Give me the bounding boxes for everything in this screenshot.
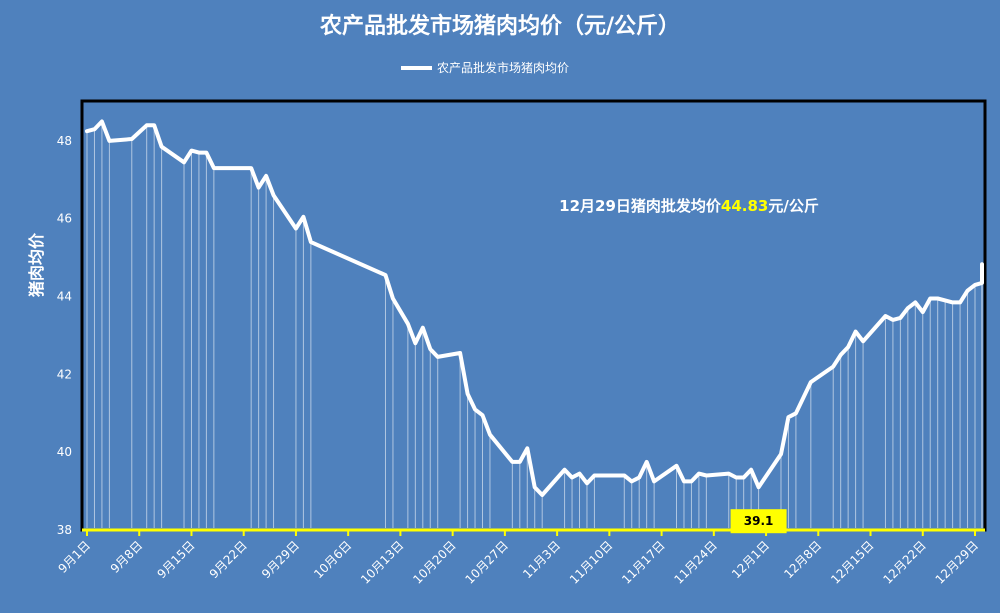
x-tick-label: 12月22日 bbox=[880, 538, 928, 586]
x-tick-label: 12月29日 bbox=[933, 538, 981, 586]
min-price-box bbox=[730, 509, 787, 534]
y-tick-label: 40 bbox=[57, 445, 72, 459]
x-tick-label: 10月6日 bbox=[311, 538, 354, 581]
x-tick-label: 9月22日 bbox=[207, 538, 250, 581]
x-tick-label: 11月3日 bbox=[520, 538, 563, 581]
x-tick-label: 10月27日 bbox=[463, 538, 511, 586]
latest-price-value: 44.83 bbox=[721, 197, 768, 215]
legend: 农产品批发市场猪肉均价 bbox=[401, 60, 569, 75]
drop-lines bbox=[86, 121, 983, 528]
chart-title: 农产品批发市场猪肉均价（元/公斤） bbox=[319, 13, 680, 39]
x-axis-ticks: 9月1日 9月8日 9月15日 9月22日 9月29日 10月6日 10月13日 10月20日… bbox=[55, 530, 981, 587]
y-tick-label: 46 bbox=[57, 212, 72, 226]
x-tick-label: 12月1日 bbox=[729, 538, 772, 581]
x-tick-label: 10月13日 bbox=[358, 538, 406, 586]
plot-area-border bbox=[80, 99, 987, 532]
latest-price-annotation: 12月29日猪肉批发均价44.83元/公斤 bbox=[559, 197, 819, 215]
x-tick-label: 11月17日 bbox=[619, 538, 667, 586]
x-tick-label: 11月10日 bbox=[567, 538, 615, 586]
series-line-pork-price bbox=[85, 119, 984, 497]
legend-label: 农产品批发市场猪肉均价 bbox=[437, 60, 569, 75]
x-tick-label: 9月1日 bbox=[55, 538, 93, 576]
x-tick-label: 9月8日 bbox=[108, 538, 146, 576]
min-price-label: 39.1 bbox=[744, 514, 774, 528]
x-tick-label: 9月15日 bbox=[155, 538, 198, 581]
x-tick-label: 9月29日 bbox=[259, 538, 302, 581]
y-tick-label: 44 bbox=[57, 290, 72, 304]
x-tick-label: 10月20日 bbox=[410, 538, 458, 586]
x-tick-label: 12月15日 bbox=[828, 538, 876, 586]
y-tick-label: 42 bbox=[57, 367, 72, 381]
y-axis-ticks: 38 40 42 44 46 48 bbox=[57, 134, 72, 537]
latest-price-prefix: 12月29日猪肉批发均价 bbox=[559, 197, 722, 215]
y-axis-label: 猪肉均价 bbox=[27, 232, 46, 298]
x-tick-label: 12月8日 bbox=[781, 538, 824, 581]
y-tick-label: 38 bbox=[57, 523, 72, 537]
x-tick-label: 11月24日 bbox=[671, 538, 719, 586]
latest-price-suffix: 元/公斤 bbox=[768, 197, 818, 215]
min-price-callout: 39.1 bbox=[730, 509, 787, 534]
y-tick-label: 48 bbox=[57, 134, 72, 148]
